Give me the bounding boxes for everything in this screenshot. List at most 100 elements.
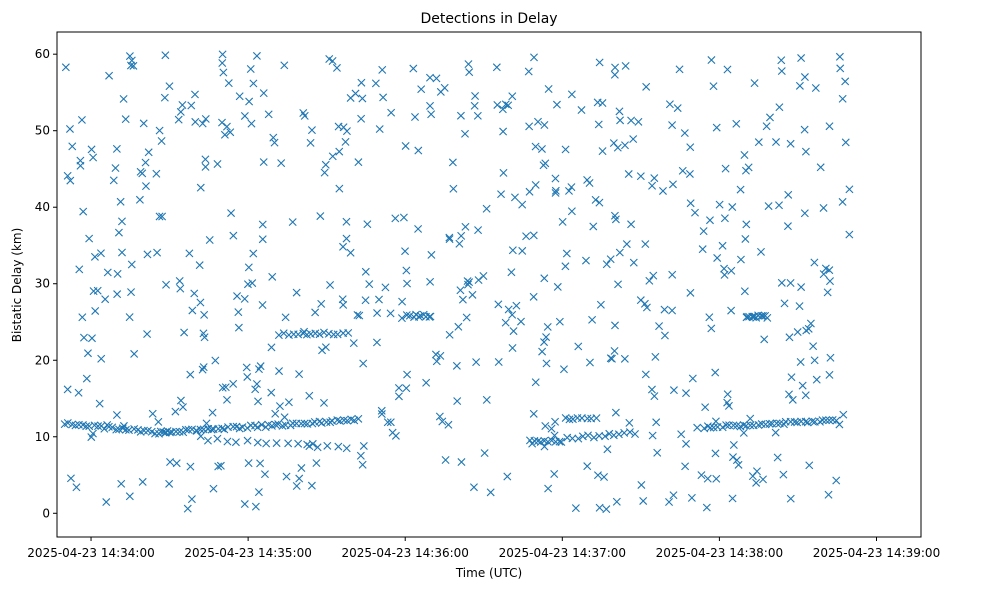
detection-marker — [249, 79, 258, 88]
detection-marker — [595, 198, 604, 207]
detection-marker — [780, 299, 789, 308]
detection-marker — [658, 186, 667, 195]
detection-marker — [839, 410, 848, 419]
detection-marker — [739, 420, 748, 429]
detection-marker — [728, 494, 737, 503]
detection-marker — [555, 317, 564, 326]
detection-marker — [222, 122, 231, 131]
detection-marker — [561, 145, 570, 154]
detection-marker — [711, 417, 720, 426]
detection-marker — [742, 220, 751, 229]
detection-marker — [130, 349, 139, 358]
detection-marker — [334, 442, 343, 451]
detection-marker — [665, 498, 674, 507]
detection-marker — [361, 267, 370, 276]
detection-marker — [565, 186, 573, 195]
detection-marker — [611, 63, 620, 72]
detection-marker — [800, 73, 809, 82]
detection-marker — [845, 185, 854, 194]
detection-marker — [148, 409, 157, 418]
detection-marker — [528, 439, 537, 448]
detection-marker — [305, 391, 314, 400]
detection-marker — [218, 50, 227, 59]
detection-marker — [243, 436, 252, 445]
detection-marker — [308, 419, 317, 428]
detection-marker — [258, 220, 267, 229]
detection-marker — [356, 451, 365, 460]
detection-marker — [802, 326, 811, 335]
detection-marker — [788, 395, 797, 404]
detection-marker — [372, 338, 381, 347]
detection-marker — [124, 426, 133, 435]
detection-marker — [797, 54, 806, 63]
detection-marker — [510, 193, 519, 202]
detection-marker — [715, 200, 724, 209]
detection-marker — [471, 91, 480, 100]
detection-marker — [157, 136, 166, 145]
detection-marker — [621, 141, 629, 150]
detection-marker — [686, 199, 695, 208]
detection-marker — [550, 470, 559, 479]
detection-marker — [68, 142, 77, 151]
detection-marker — [77, 115, 86, 124]
detection-marker — [118, 248, 126, 257]
detection-marker — [551, 186, 560, 195]
detection-marker — [160, 93, 169, 102]
detection-marker — [585, 179, 594, 188]
detection-marker — [777, 278, 786, 287]
detection-marker — [797, 283, 806, 292]
detection-marker — [567, 207, 576, 216]
detection-marker — [596, 300, 605, 309]
detection-marker — [235, 92, 244, 101]
detection-marker — [592, 414, 601, 423]
detection-marker — [469, 483, 478, 492]
detection-marker — [631, 430, 640, 438]
detection-marker — [577, 106, 586, 115]
detection-marker — [688, 374, 697, 383]
detection-marker — [445, 233, 454, 242]
detection-marker — [398, 297, 407, 306]
detection-marker — [675, 65, 684, 74]
detection-marker — [341, 137, 350, 146]
detection-marker — [153, 248, 162, 257]
detection-marker — [240, 111, 249, 120]
detection-marker — [838, 197, 847, 206]
detection-marker — [759, 475, 767, 484]
detection-marker — [103, 268, 112, 277]
detection-marker — [267, 343, 276, 352]
detection-marker — [540, 338, 549, 347]
detection-marker — [246, 65, 255, 73]
detection-marker — [279, 329, 288, 338]
detection-marker — [165, 82, 174, 91]
detection-marker — [354, 158, 363, 167]
detection-marker — [504, 305, 513, 314]
detection-marker — [79, 207, 88, 216]
detection-marker — [127, 288, 136, 297]
detection-marker — [681, 462, 690, 471]
detection-marker — [281, 313, 290, 322]
detection-marker — [252, 51, 261, 60]
detection-marker — [185, 249, 194, 258]
detection-marker — [114, 228, 123, 237]
detection-marker — [203, 436, 212, 445]
detection-marker — [581, 256, 590, 265]
detection-marker — [449, 184, 458, 193]
detection-marker — [129, 61, 138, 70]
detection-marker — [211, 356, 220, 365]
detection-marker — [152, 169, 161, 178]
detection-marker — [425, 73, 434, 82]
detection-marker — [190, 90, 199, 99]
detection-marker — [728, 453, 737, 462]
detection-marker — [729, 421, 738, 430]
detection-marker — [603, 445, 612, 454]
detection-marker — [339, 416, 348, 425]
detection-marker — [784, 190, 793, 199]
detection-marker — [186, 462, 195, 471]
detection-marker — [196, 298, 205, 307]
plot-area — [56, 31, 922, 538]
detection-marker — [809, 342, 818, 351]
detection-marker — [220, 130, 229, 139]
detection-marker — [816, 163, 825, 172]
detection-marker — [155, 212, 164, 221]
detection-marker — [379, 93, 388, 102]
